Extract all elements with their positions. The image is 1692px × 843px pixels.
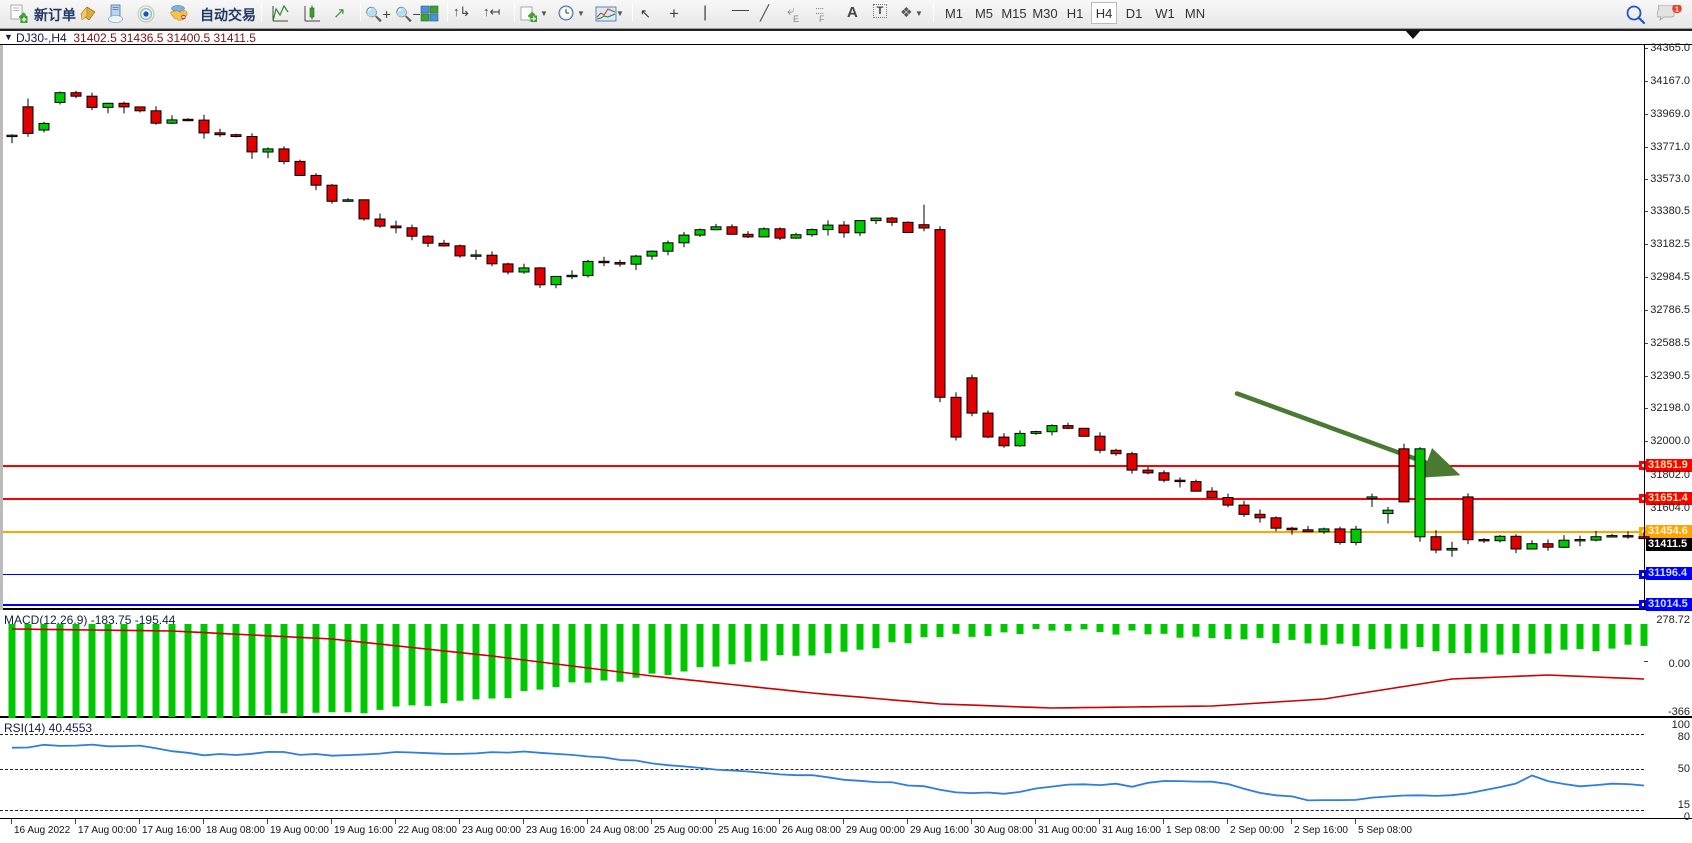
svg-text:1: 1: [1675, 6, 1679, 13]
